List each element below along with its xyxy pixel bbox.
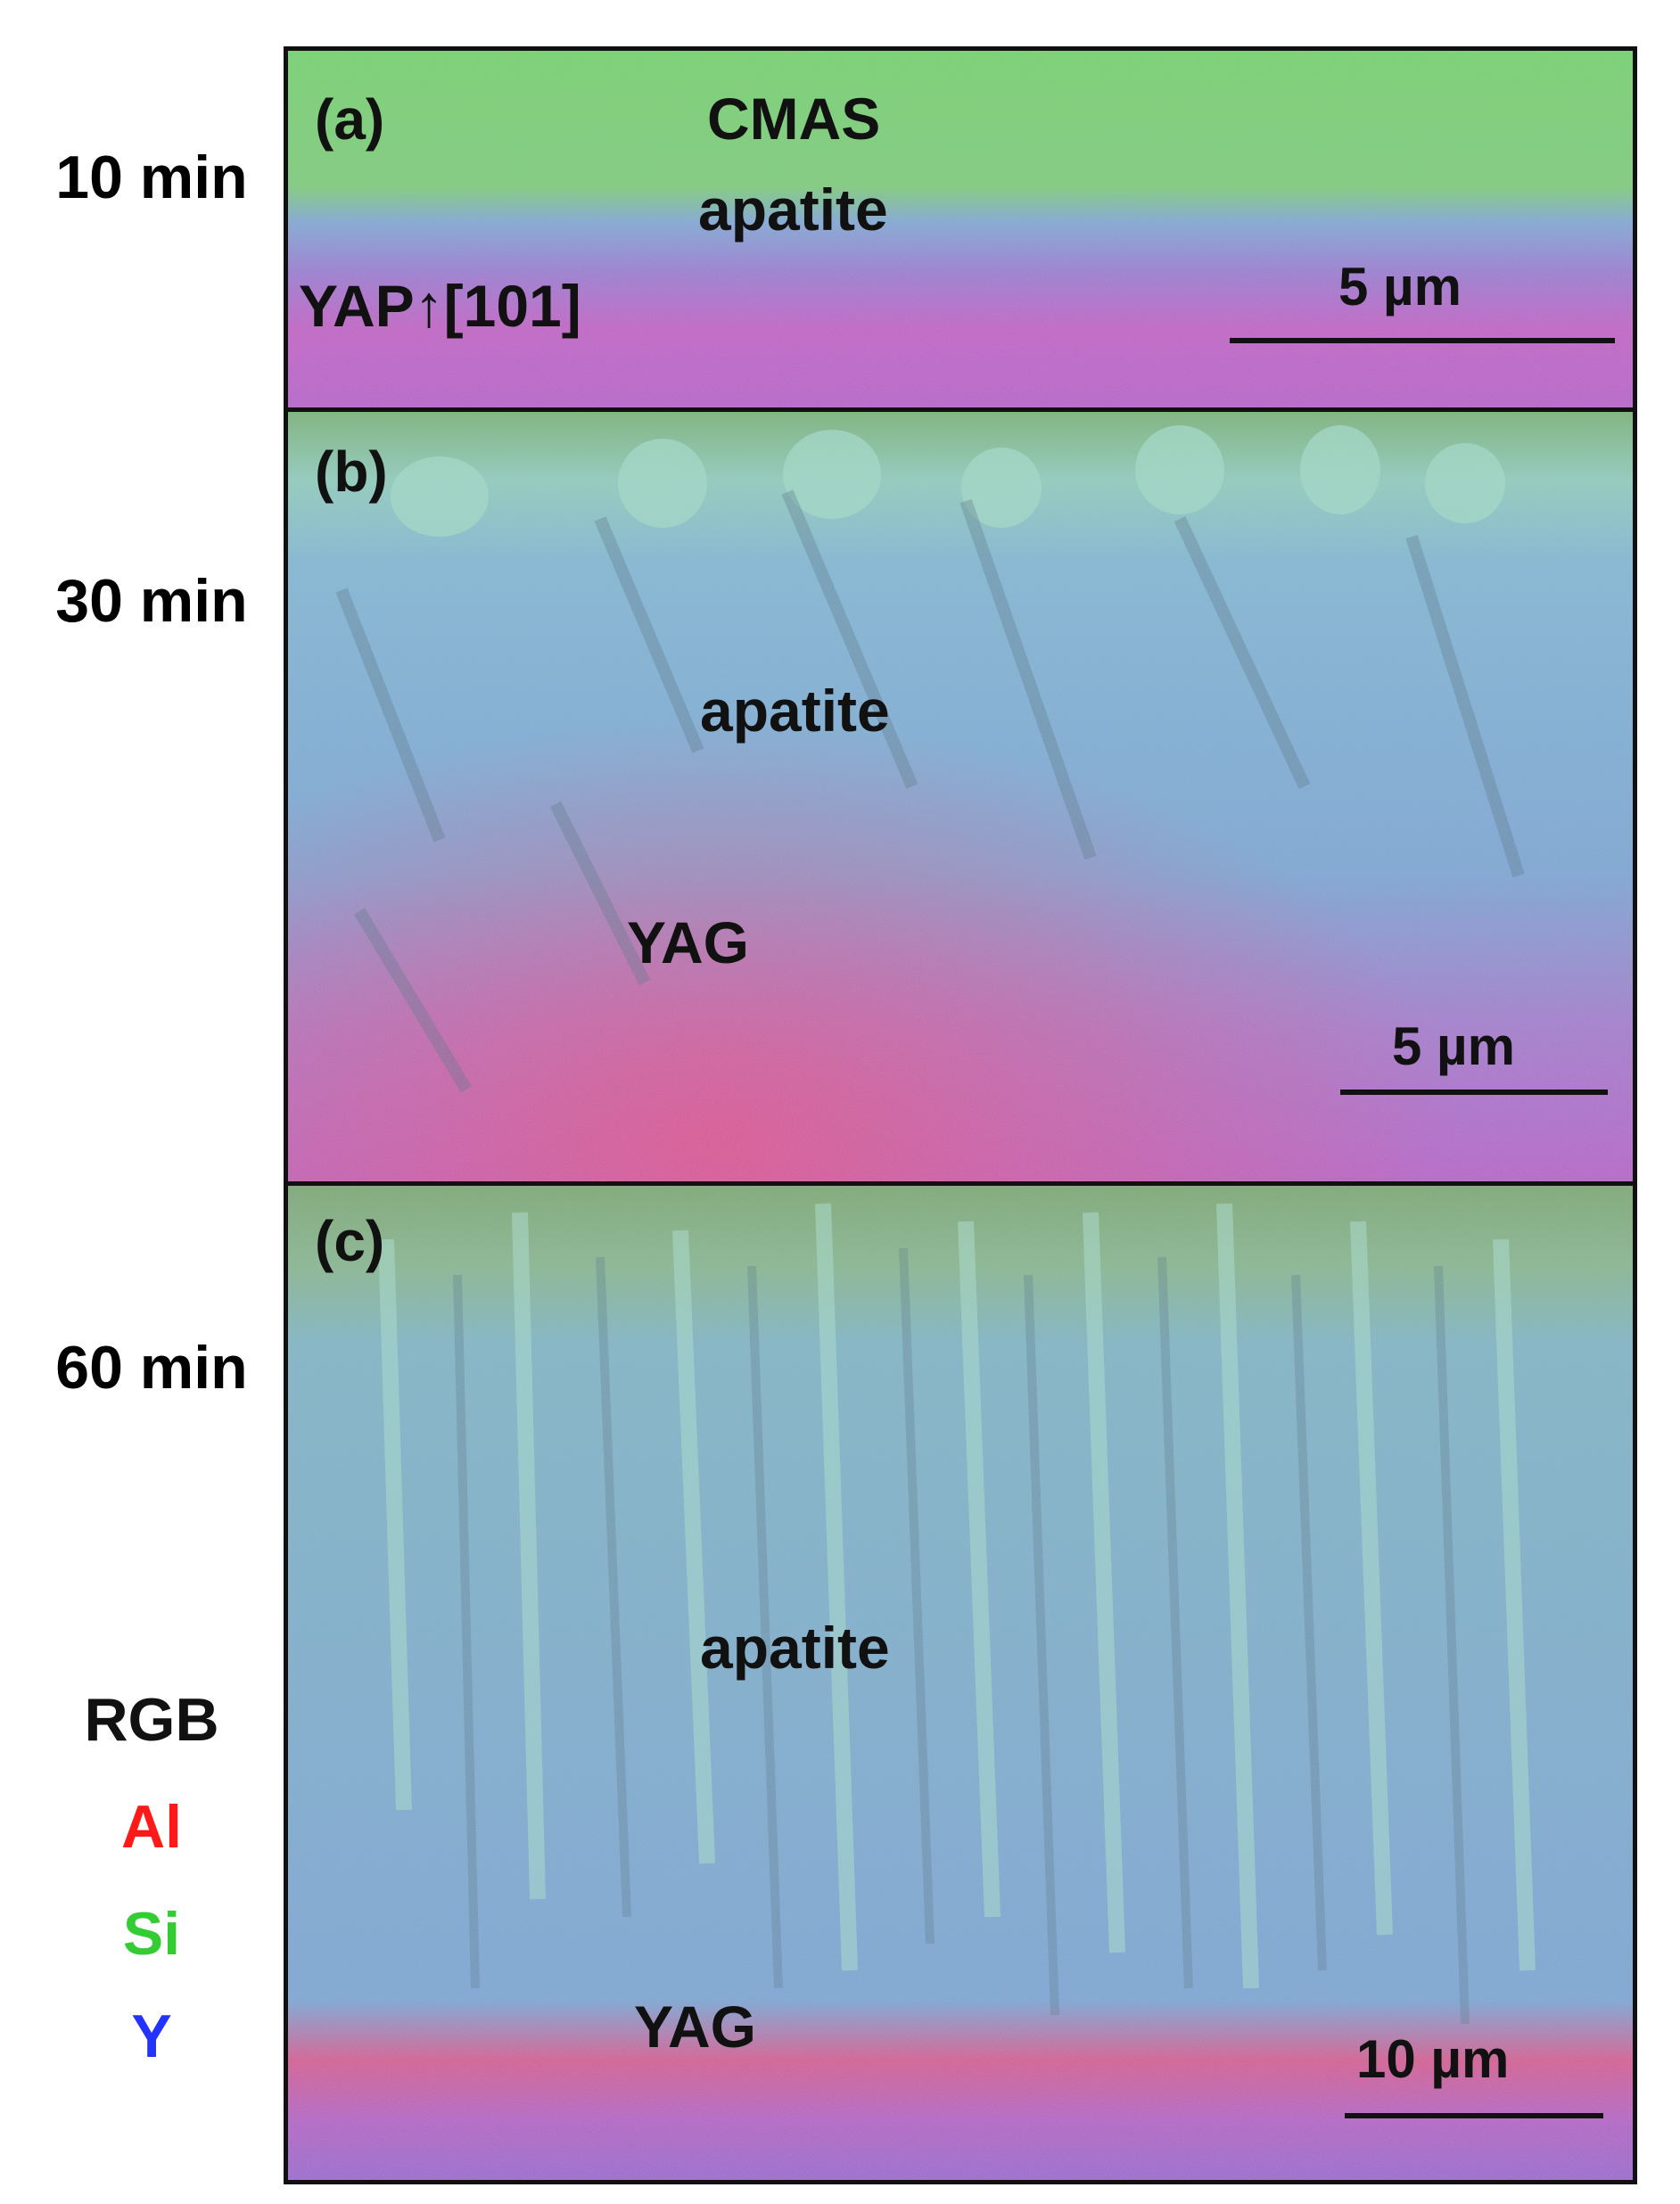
- phase-label-yag-c: YAG: [634, 1994, 756, 2060]
- panel-b-tag: (b): [315, 440, 388, 504]
- phase-label-cmas: CMAS: [707, 86, 881, 152]
- panel-b: (b) apatite YAG 5 µm: [288, 412, 1633, 1186]
- legend-si: Si: [122, 1900, 181, 1968]
- phase-label-apatite-b: apatite: [700, 678, 890, 744]
- legend-title: RGB: [84, 1686, 219, 1754]
- panel-c-micrograph: [288, 1186, 1633, 2180]
- scale-bar-a: [1230, 338, 1615, 343]
- scale-bar-c: [1345, 2113, 1603, 2118]
- figure-frame: (a) CMAS apatite YAP↑[101] 5 µm: [284, 46, 1637, 2184]
- scale-bar-label-a: 5 µm: [1338, 257, 1462, 317]
- scale-bar-label-b: 5 µm: [1392, 1016, 1515, 1076]
- scale-bar-b: [1340, 1090, 1608, 1095]
- phase-label-apatite-a: apatite: [698, 177, 888, 243]
- scale-bar-label-c: 10 µm: [1356, 2029, 1510, 2089]
- phase-label-yap: YAP↑[101]: [299, 273, 581, 339]
- panel-c: (c) apatite YAG 10 µm: [288, 1186, 1633, 2180]
- time-label-60min: 60 min: [55, 1334, 248, 1402]
- time-label-30min: 30 min: [55, 567, 248, 635]
- legend-y: Y: [131, 2003, 172, 2070]
- panel-c-tag: (c): [315, 1209, 385, 1273]
- legend-al: Al: [121, 1793, 182, 1861]
- phase-label-yag-b: YAG: [627, 909, 749, 975]
- panel-a-micrograph: [288, 51, 1633, 407]
- time-label-10min: 10 min: [55, 144, 248, 211]
- panel-a-tag: (a): [315, 87, 385, 152]
- panel-a: (a) CMAS apatite YAP↑[101] 5 µm: [288, 51, 1633, 412]
- phase-label-apatite-c: apatite: [700, 1615, 890, 1681]
- panel-b-micrograph: [288, 412, 1633, 1181]
